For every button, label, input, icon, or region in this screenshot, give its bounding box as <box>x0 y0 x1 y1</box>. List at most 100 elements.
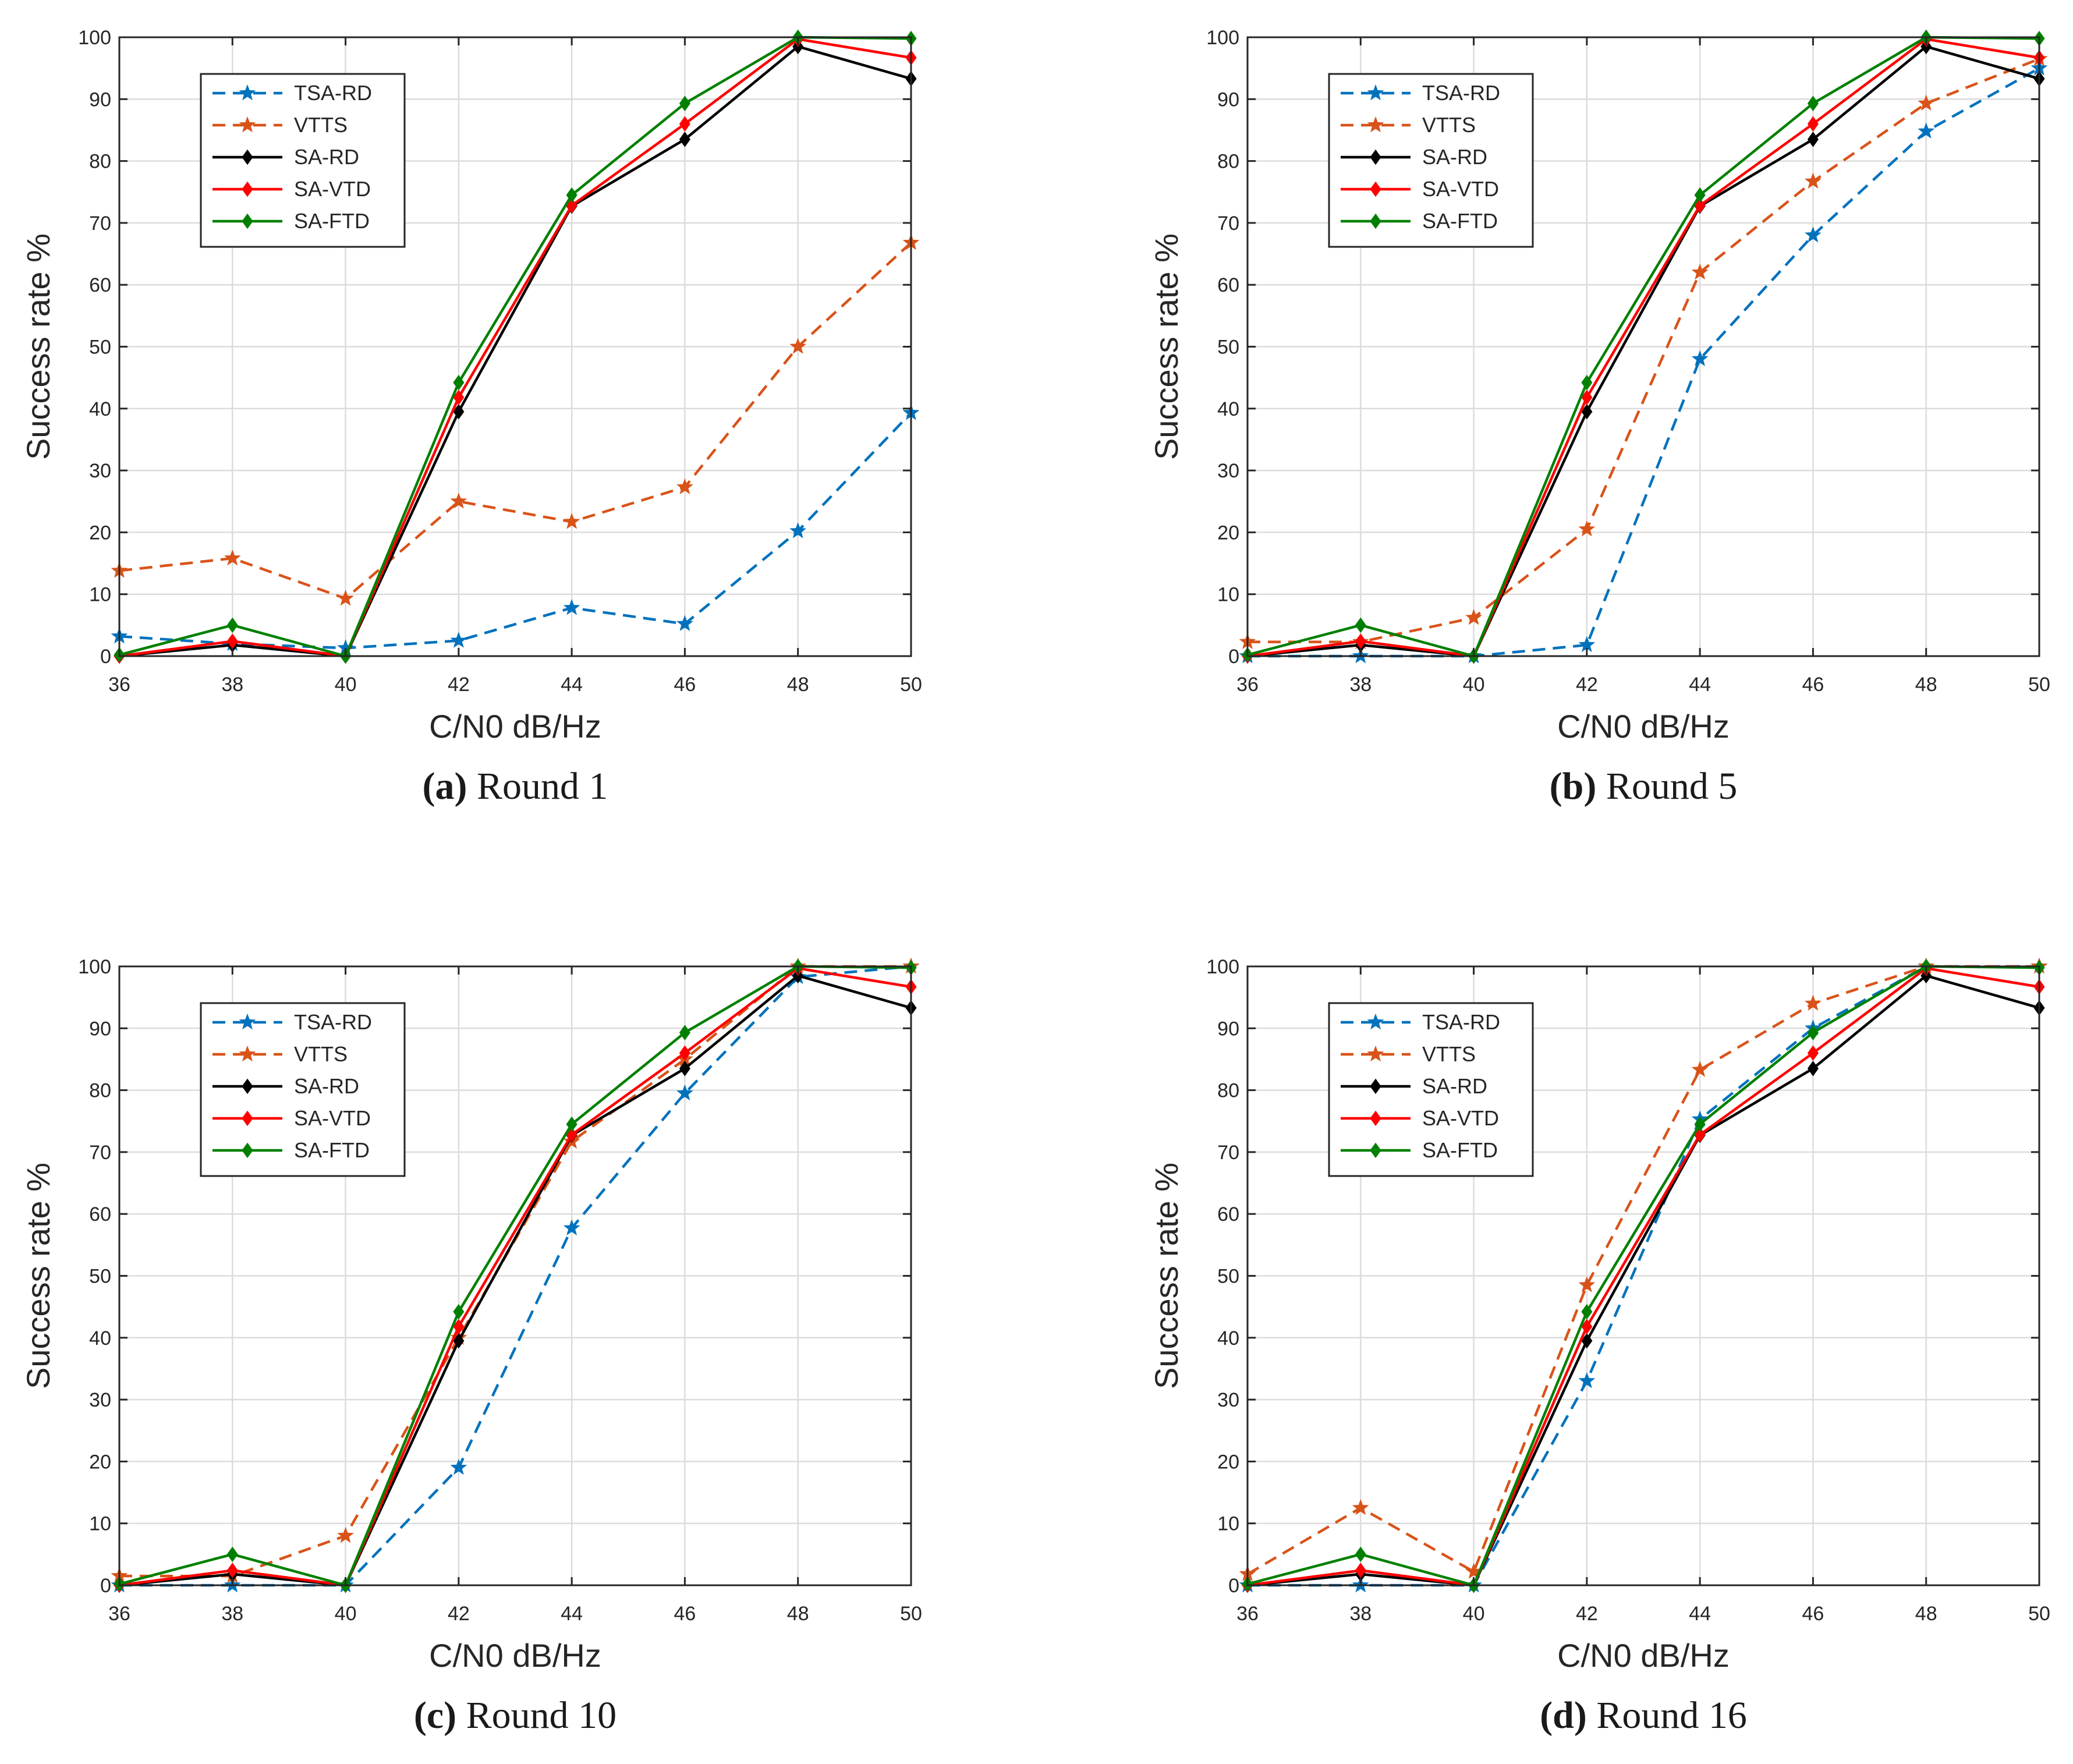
legend-label-tsa-rd: TSA-RD <box>1422 1010 1500 1034</box>
legend-label-sa-rd: SA-RD <box>294 1074 359 1098</box>
y-tick-label: 10 <box>1217 584 1239 606</box>
legend-label-vtts: VTTS <box>294 113 348 137</box>
x-tick-label: 48 <box>787 674 809 696</box>
x-tick-label: 38 <box>1349 1603 1372 1625</box>
data-point-sa-ftd <box>1355 617 1366 633</box>
data-point-sa-ftd <box>1581 1303 1593 1320</box>
data-point-sa-vtd <box>679 116 690 132</box>
data-point-tsa-rd <box>563 598 580 615</box>
data-point-sa-ftd <box>1807 1025 1819 1041</box>
chart-panel-3: 36 38 40 42 44 46 48 50 0 10 20 30 40 50 60 70 80 90 100 C/… <box>20 956 922 1737</box>
data-point-sa-ftd <box>679 1025 690 1041</box>
x-tick-label: 44 <box>1689 1603 1711 1625</box>
legend-label-sa-rd: SA-RD <box>1422 1074 1487 1098</box>
panel-caption: (d) Round 16 <box>1540 1694 1747 1737</box>
x-tick-label: 42 <box>1576 674 1598 696</box>
x-tick-label: 36 <box>1236 674 1259 696</box>
legend-label-sa-vtd: SA-VTD <box>294 177 371 201</box>
data-point-vtts <box>563 513 580 529</box>
panel-caption-text: Round 1 <box>467 765 608 807</box>
y-tick-label: 100 <box>78 27 111 49</box>
data-point-sa-vtd <box>1694 1127 1706 1143</box>
panel-label: (a) <box>423 765 467 807</box>
data-point-sa-vtd <box>453 389 465 405</box>
y-tick-label: 0 <box>100 646 111 668</box>
panel-caption: (a) Round 1 <box>423 765 608 807</box>
legend-label-sa-ftd: SA-FTD <box>294 209 370 233</box>
y-tick-label: 70 <box>1217 1142 1239 1164</box>
x-tick-label: 44 <box>1689 674 1711 696</box>
data-point-sa-rd <box>679 132 690 147</box>
data-point-tsa-rd <box>1578 1372 1596 1388</box>
y-tick-label: 0 <box>1228 646 1239 668</box>
data-point-sa-ftd <box>679 95 690 112</box>
legend-marker-tsa-rd <box>239 84 256 101</box>
legend-marker-vtts <box>239 116 256 133</box>
x-tick-label: 38 <box>221 1603 243 1625</box>
data-point-sa-vtd <box>1581 1319 1593 1334</box>
legend-marker-sa-rd <box>1370 149 1381 165</box>
panel-caption-text: Round 5 <box>1596 765 1737 807</box>
legend-label-sa-ftd: SA-FTD <box>1422 209 1498 233</box>
data-point-vtts <box>1465 608 1482 625</box>
data-point-sa-rd <box>1581 403 1593 420</box>
data-point-vtts <box>450 493 467 509</box>
legend-label-vtts: VTTS <box>294 1042 348 1066</box>
data-point-vtts <box>676 478 693 495</box>
legend-marker-sa-rd <box>1370 1078 1381 1094</box>
legend-label-tsa-rd: TSA-RD <box>1422 81 1500 105</box>
data-point-sa-ftd <box>1355 1546 1366 1563</box>
x-tick-label: 40 <box>335 674 357 696</box>
y-tick-label: 60 <box>1217 1203 1239 1225</box>
y-tick-label: 30 <box>89 460 111 482</box>
legend-marker-sa-vtd <box>1370 1110 1381 1127</box>
legend-marker-vtts <box>1367 116 1384 133</box>
x-tick-label: 46 <box>1802 674 1824 696</box>
y-tick-label: 70 <box>1217 212 1239 235</box>
data-point-sa-ftd <box>566 1116 577 1132</box>
series-line-vtts <box>119 242 912 600</box>
data-point-sa-rd <box>1807 1061 1819 1076</box>
y-tick-label: 20 <box>89 522 111 544</box>
y-tick-label: 80 <box>89 1080 111 1102</box>
y-tick-label: 0 <box>1228 1575 1239 1597</box>
data-point-vtts <box>1805 172 1822 189</box>
data-point-tsa-rd <box>1918 122 1935 139</box>
legend-marker-sa-rd <box>242 149 253 165</box>
x-tick-label: 40 <box>335 1603 357 1625</box>
legend-marker-sa-ftd <box>1370 1142 1381 1159</box>
y-tick-label: 80 <box>89 151 111 173</box>
y-tick-label: 60 <box>1217 274 1239 296</box>
y-tick-label: 0 <box>100 1575 111 1597</box>
legend: TSA-RD VTTS SA-RD SA-VTD SA-FTD <box>200 1002 406 1177</box>
chart-panel-4: 36 38 40 42 44 46 48 50 0 10 20 30 40 50 60 70 80 90 100 C/… <box>1148 956 2050 1737</box>
data-point-vtts <box>337 589 354 606</box>
x-tick-label: 36 <box>108 674 130 696</box>
series-line-vtts <box>1246 965 2039 1575</box>
data-point-tsa-rd <box>1805 226 1822 243</box>
x-axis-label: C/N0 dB/Hz <box>1557 1637 1730 1674</box>
y-tick-label: 10 <box>89 584 111 606</box>
legend: TSA-RD VTTS SA-RD SA-VTD SA-FTD <box>1328 73 1534 248</box>
data-point-sa-ftd <box>226 617 238 633</box>
y-tick-label: 90 <box>1217 1018 1239 1040</box>
x-tick-label: 36 <box>108 1603 130 1625</box>
data-point-sa-ftd <box>566 187 577 203</box>
x-tick-label: 50 <box>900 1603 922 1625</box>
legend-label-sa-ftd: SA-FTD <box>1422 1138 1498 1162</box>
data-point-sa-vtd <box>1581 389 1593 405</box>
x-tick-label: 42 <box>448 674 470 696</box>
x-tick-label: 48 <box>787 1603 809 1625</box>
legend-marker-sa-ftd <box>242 1142 253 1159</box>
data-point-sa-vtd <box>453 1319 465 1334</box>
legend-marker-tsa-rd <box>1367 84 1384 101</box>
data-point-sa-ftd <box>1694 187 1706 203</box>
legend-label-sa-vtd: SA-VTD <box>1422 1106 1499 1130</box>
data-point-vtts <box>1578 520 1596 537</box>
y-tick-label: 80 <box>1217 151 1239 173</box>
panel-caption-text: Round 10 <box>456 1694 616 1737</box>
data-point-sa-vtd <box>566 1127 577 1143</box>
data-point-vtts <box>1691 1061 1709 1077</box>
series-line-sa-rd <box>1247 45 2040 658</box>
